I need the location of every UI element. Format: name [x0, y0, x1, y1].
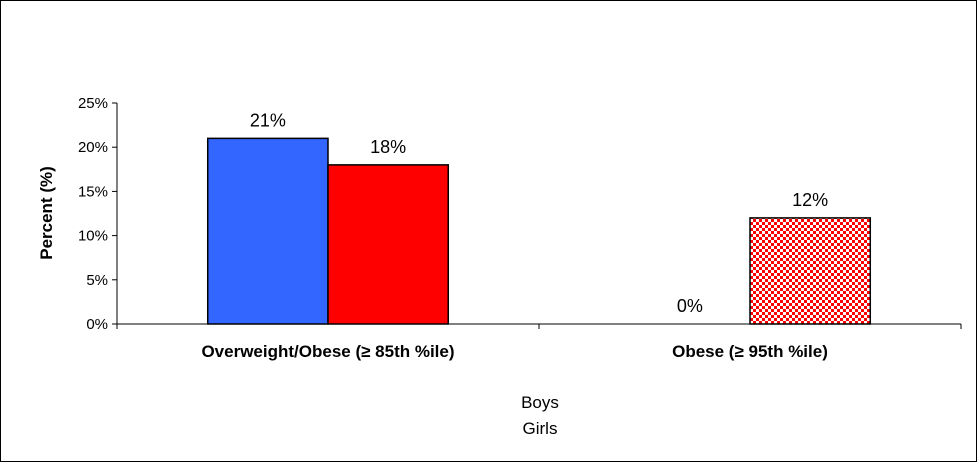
y-tick-label: 15%: [78, 183, 108, 200]
y-tick-label: 20%: [78, 139, 108, 156]
y-tick-label: 0%: [86, 316, 108, 333]
data-label: 12%: [792, 190, 828, 210]
y-tick-label: 25%: [78, 95, 108, 112]
bar-girls: [749, 217, 872, 325]
bar-boys: [206, 137, 329, 325]
data-label: 18%: [370, 137, 406, 157]
legend-entry-boys: Boys: [521, 393, 559, 412]
y-tick-label: 5%: [86, 272, 108, 289]
y-axis-title: Percent (%): [37, 166, 56, 260]
data-label: 0%: [677, 296, 703, 316]
data-labels: 21% 18% 0% 12%: [250, 110, 828, 316]
legend-entry-girls: Girls: [523, 419, 558, 438]
data-label: 21%: [250, 110, 286, 130]
bars: [206, 137, 872, 325]
y-tick-label: 10%: [78, 228, 108, 245]
x-category-label: Overweight/Obese (≥ 85th %ile): [201, 342, 454, 361]
bar-girls: [327, 164, 450, 325]
x-category-label: Obese (≥ 95th %ile): [672, 342, 828, 361]
legend: Boys Girls: [521, 393, 559, 438]
